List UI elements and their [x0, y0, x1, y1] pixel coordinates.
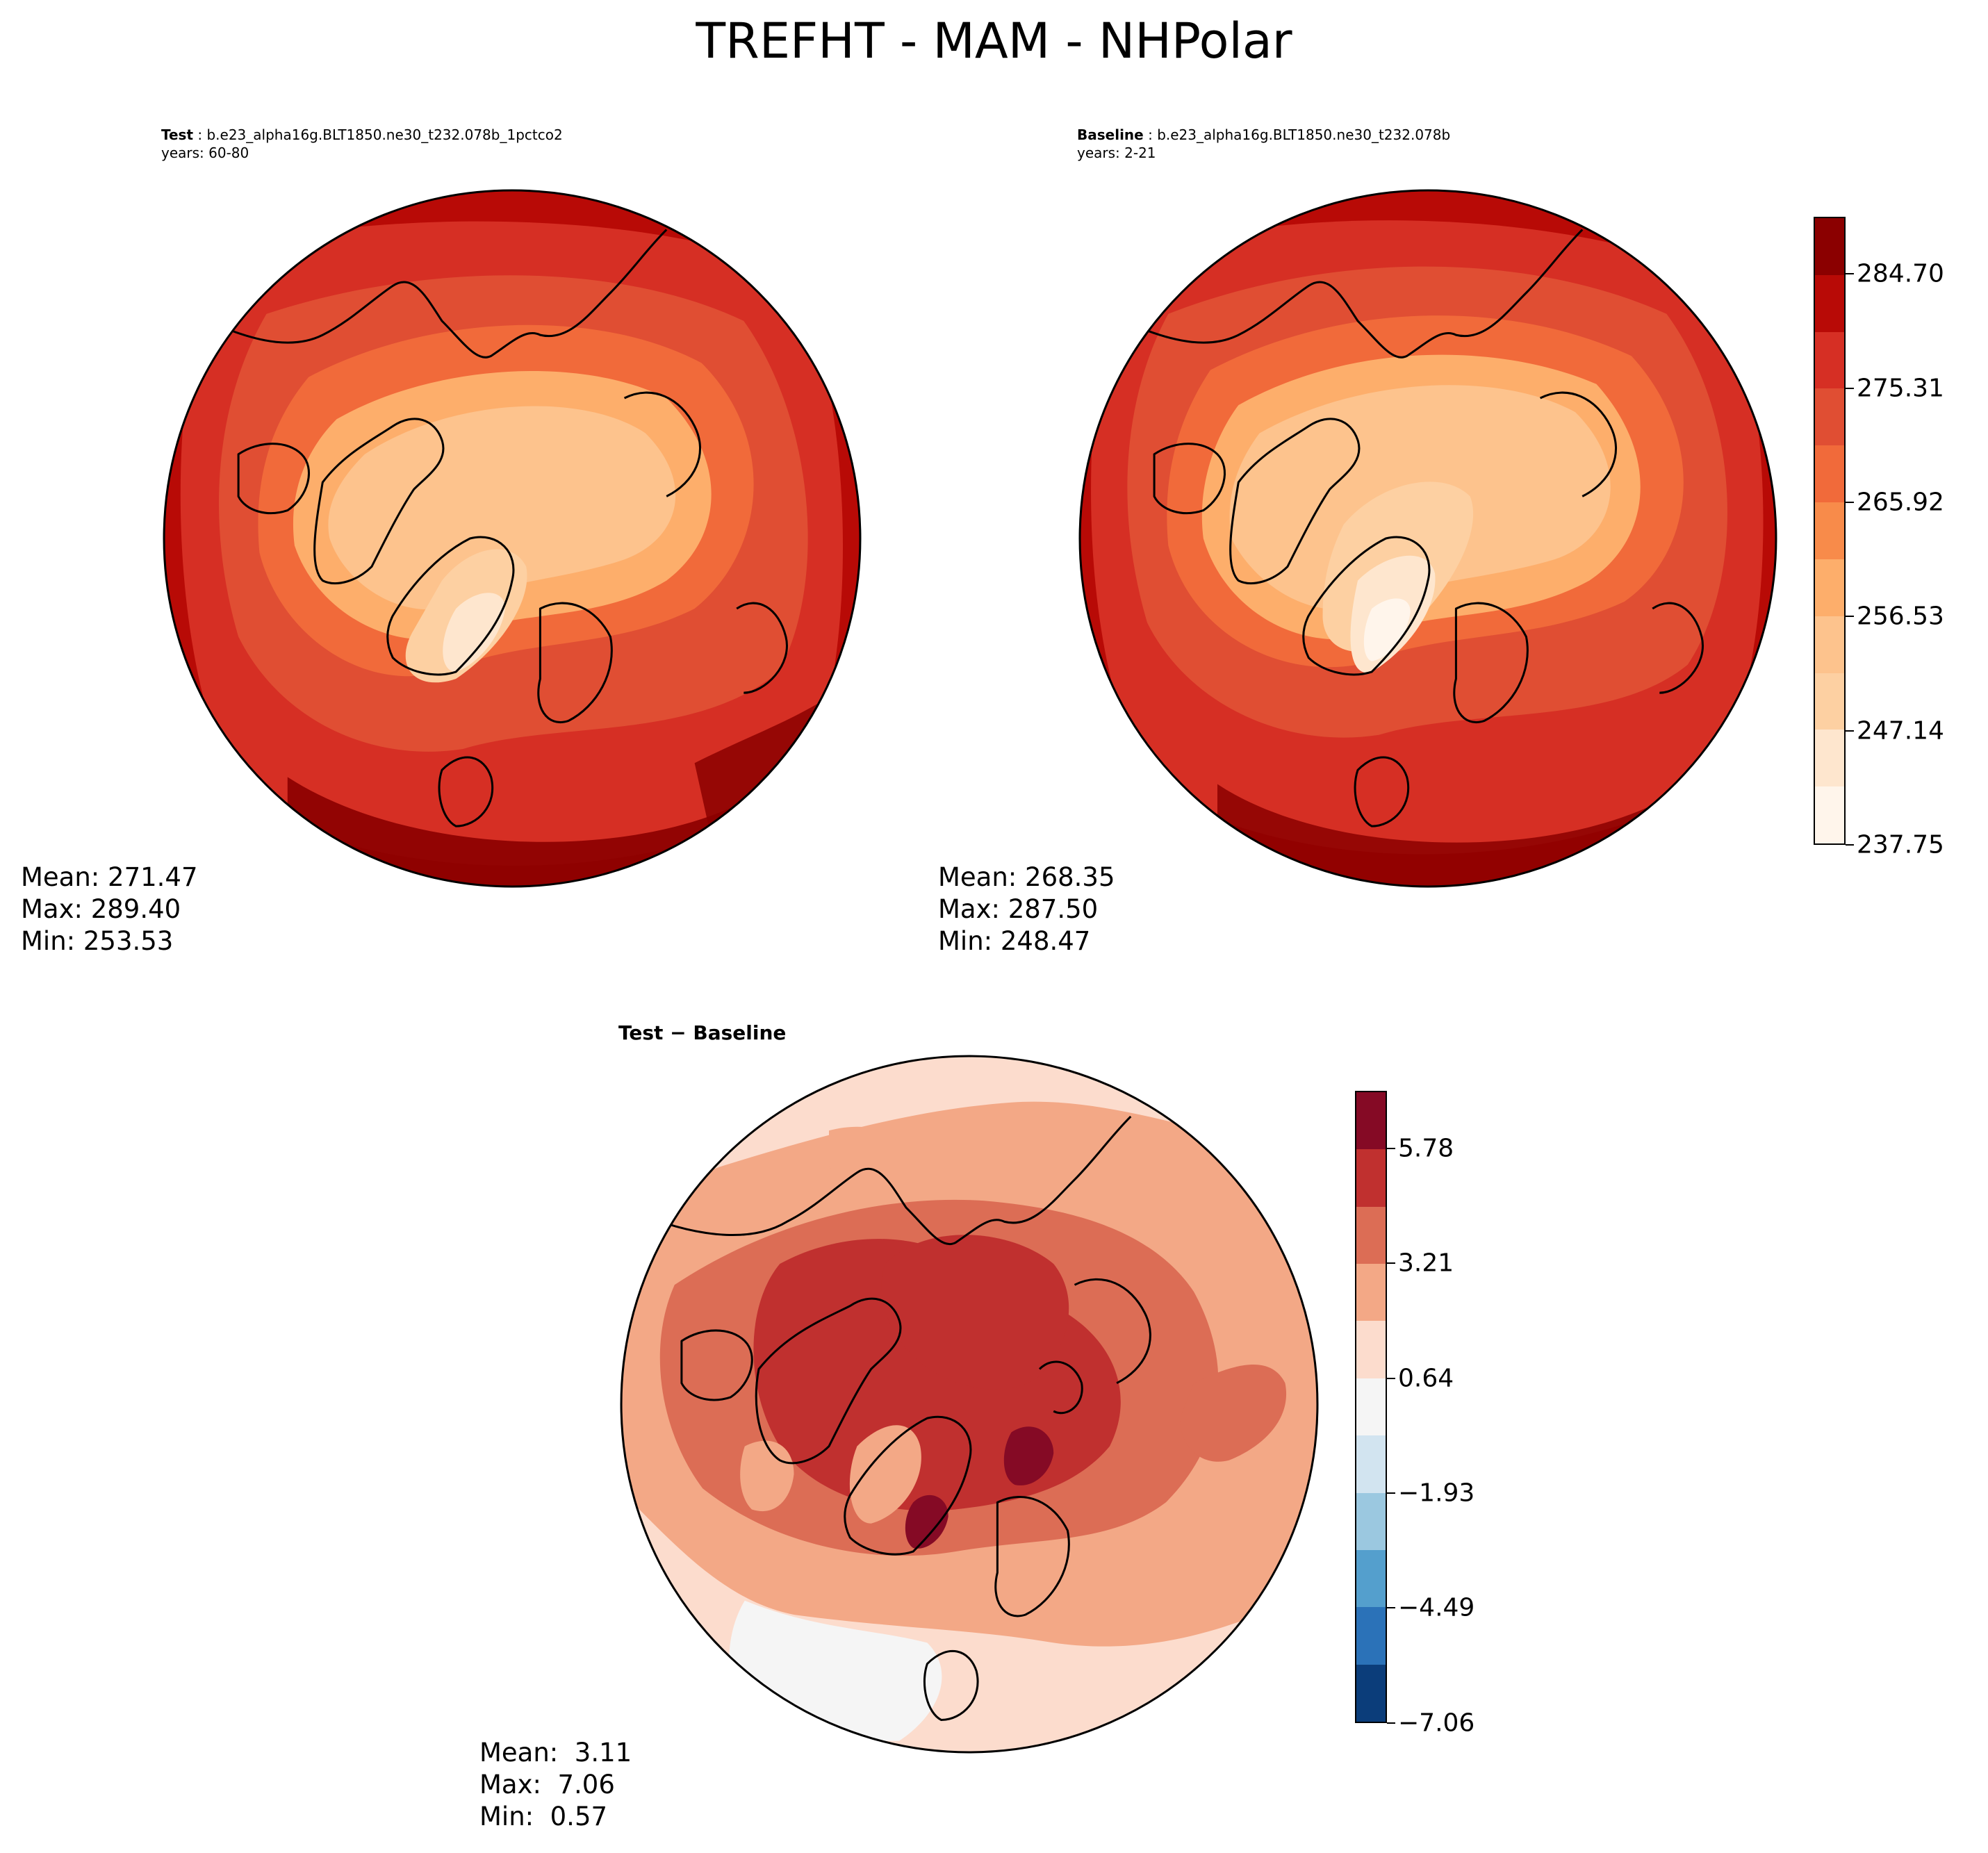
test-label: Test [161, 126, 194, 143]
difference-colorbar-tick-mark [1387, 1722, 1395, 1724]
absolute-colorbar-segment [1815, 559, 1844, 616]
difference-colorbar-segment [1356, 1664, 1386, 1722]
diff-stats: Mean: 3.11 Max: 7.06 Min: 0.57 [479, 1737, 632, 1833]
difference-colorbar-tick-mark [1387, 1262, 1395, 1265]
absolute-colorbar-tick-mark [1846, 273, 1854, 275]
absolute-colorbar-tick-label: 237.75 [1857, 830, 1944, 859]
absolute-colorbar-tick-mark [1846, 387, 1854, 389]
difference-colorbar-segment [1356, 1549, 1386, 1608]
difference-colorbar-segment [1356, 1378, 1386, 1436]
absolute-colorbar [1814, 217, 1846, 845]
difference-colorbar-tick-mark [1387, 1607, 1395, 1609]
difference-colorbar-tick-mark [1387, 1377, 1395, 1379]
difference-colorbar-segment [1356, 1092, 1386, 1150]
difference-colorbar-tick-mark [1387, 1147, 1395, 1149]
absolute-colorbar-tick-label: 265.92 [1857, 488, 1944, 517]
diff-map [620, 1055, 1319, 1754]
test-years: years: 60-80 [161, 145, 249, 161]
test-max: Max: 289.40 [21, 894, 181, 924]
diff-panel-title: Test − Baseline [618, 1021, 787, 1044]
absolute-colorbar-segment [1815, 388, 1844, 446]
difference-colorbar-tick-label: 0.64 [1398, 1364, 1454, 1393]
baseline-years: years: 2-21 [1077, 145, 1156, 161]
baseline-mean: Mean: 268.35 [938, 862, 1115, 892]
test-stats: Mean: 271.47 Max: 289.40 Min: 253.53 [21, 862, 198, 957]
baseline-map [1078, 189, 1777, 888]
baseline-panel-title: Baseline : b.e23_alpha16g.BLT1850.ne30_t… [1077, 126, 1450, 162]
absolute-colorbar-tick-label: 247.14 [1857, 716, 1944, 746]
difference-colorbar-segment [1356, 1492, 1386, 1550]
baseline-label: Baseline [1077, 126, 1144, 143]
difference-colorbar-segment [1356, 1321, 1386, 1378]
test-panel-title: Test : b.e23_alpha16g.BLT1850.ne30_t232.… [161, 126, 563, 162]
absolute-colorbar-segment [1815, 673, 1844, 730]
difference-colorbar-segment [1356, 1149, 1386, 1207]
absolute-colorbar-fill [1815, 218, 1844, 843]
difference-colorbar-segment [1356, 1607, 1386, 1665]
absolute-colorbar-segment [1815, 616, 1844, 673]
absolute-colorbar-tick-mark [1846, 730, 1854, 732]
absolute-colorbar-tick-label: 275.31 [1857, 374, 1944, 403]
test-map [163, 189, 862, 888]
difference-colorbar-tick-label: −1.93 [1398, 1479, 1475, 1508]
difference-colorbar-tick-label: −4.49 [1398, 1593, 1475, 1622]
difference-colorbar [1355, 1091, 1387, 1723]
absolute-colorbar-segment [1815, 445, 1844, 503]
absolute-colorbar-segment [1815, 274, 1844, 332]
diff-min: Min: 0.57 [479, 1802, 608, 1831]
difference-colorbar-segment [1356, 1206, 1386, 1265]
absolute-colorbar-segment [1815, 787, 1844, 843]
absolute-colorbar-segment [1815, 730, 1844, 787]
absolute-colorbar-tick-label: 256.53 [1857, 602, 1944, 631]
absolute-colorbar-tick-mark [1846, 616, 1854, 618]
test-case-name: : b.e23_alpha16g.BLT1850.ne30_t232.078b_… [193, 126, 563, 143]
absolute-colorbar-tick-mark [1846, 501, 1854, 503]
difference-colorbar-segment [1356, 1435, 1386, 1493]
absolute-colorbar-tick-label: 284.70 [1857, 259, 1944, 288]
diff-mean: Mean: 3.11 [479, 1738, 632, 1768]
baseline-case-name: : b.e23_alpha16g.BLT1850.ne30_t232.078b [1143, 126, 1451, 143]
difference-colorbar-fill [1356, 1092, 1386, 1722]
test-mean: Mean: 271.47 [21, 862, 198, 892]
absolute-colorbar-segment [1815, 218, 1844, 275]
baseline-max: Max: 287.50 [938, 894, 1099, 924]
figure-title: TREFHT - MAM - NHPolar [696, 13, 1292, 69]
diff-max: Max: 7.06 [479, 1770, 615, 1800]
absolute-colorbar-tick-mark [1846, 843, 1854, 846]
test-min: Min: 253.53 [21, 926, 174, 956]
absolute-colorbar-segment [1815, 502, 1844, 559]
absolute-colorbar-segment [1815, 331, 1844, 389]
difference-colorbar-tick-label: 5.78 [1398, 1134, 1454, 1163]
difference-colorbar-segment [1356, 1264, 1386, 1321]
difference-colorbar-tick-mark [1387, 1492, 1395, 1494]
difference-colorbar-tick-label: −7.06 [1398, 1708, 1475, 1738]
difference-colorbar-tick-label: 3.21 [1398, 1249, 1454, 1278]
baseline-stats: Mean: 268.35 Max: 287.50 Min: 248.47 [938, 862, 1115, 957]
baseline-min: Min: 248.47 [938, 926, 1091, 956]
